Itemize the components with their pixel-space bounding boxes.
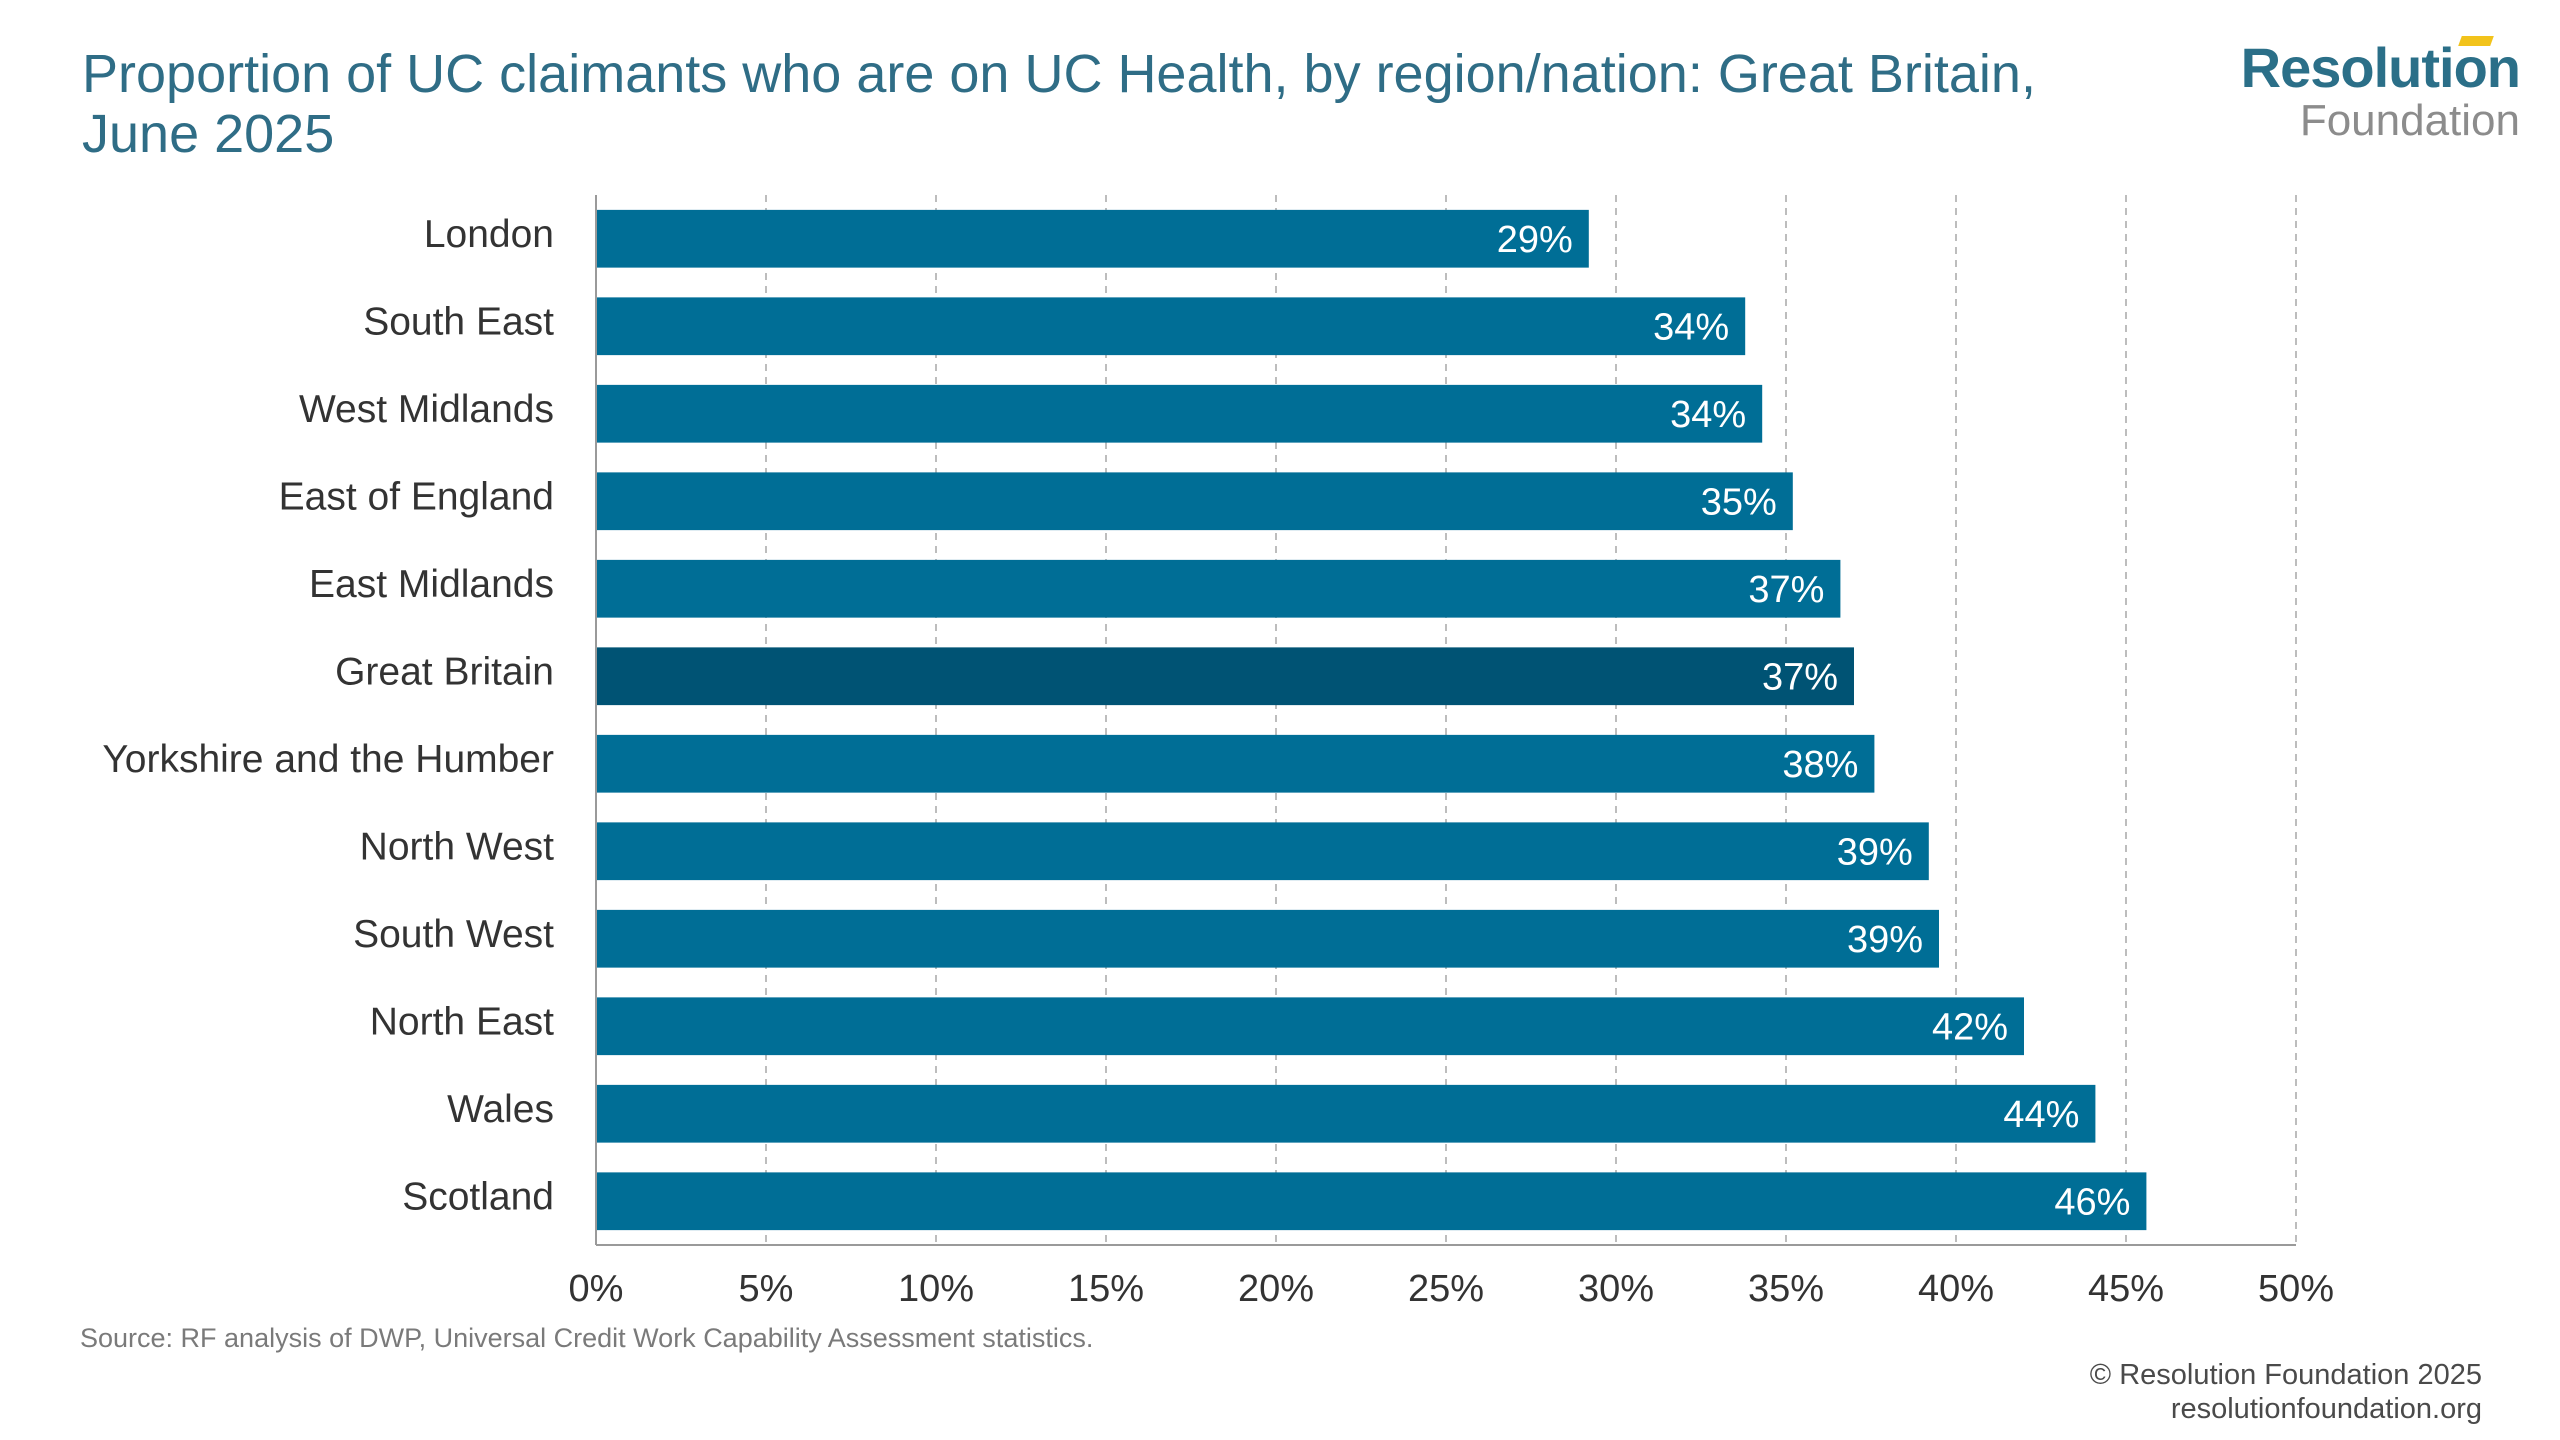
- category-label: East Midlands: [309, 563, 554, 606]
- bar: [596, 647, 1854, 706]
- bars: 29% 34% 34% 35% 37% 37% 38% 39% 39% 42% 44% 46%: [596, 209, 2147, 1231]
- category-label: Scotland: [402, 1175, 554, 1218]
- data-label: 34%: [1670, 394, 1746, 436]
- website-link[interactable]: resolutionfoundation.org: [2170, 1393, 2482, 1425]
- bar: [596, 822, 1929, 881]
- bar: [596, 559, 1841, 618]
- resolution-foundation-logo: Resolution Foundation: [2240, 36, 2521, 145]
- x-tick-label: 50%: [2258, 1268, 2334, 1310]
- x-tick-label: 30%: [1578, 1268, 1654, 1310]
- x-tick-labels: 0% 5% 10% 15% 20% 25% 30% 35% 40% 45% 50%: [569, 1268, 2334, 1310]
- bar: [596, 472, 1793, 531]
- data-label: 35%: [1701, 481, 1777, 523]
- data-label: 29%: [1497, 219, 1573, 261]
- category-label: South East: [363, 300, 554, 343]
- source-note: Source: RF analysis of DWP, Universal Cr…: [80, 1323, 1094, 1353]
- logo-wordmark-bottom: Foundation: [2299, 96, 2520, 145]
- category-label: Great Britain: [335, 650, 554, 693]
- x-tick-label: 25%: [1408, 1268, 1484, 1310]
- bar-chart: 29% 34% 34% 35% 37% 37% 38% 39% 39% 42% 44% 46% Lon…: [102, 195, 2334, 1310]
- category-label: North West: [360, 825, 554, 868]
- category-label: London: [424, 213, 554, 256]
- x-tick-label: 15%: [1068, 1268, 1144, 1310]
- x-tick-label: 0%: [569, 1268, 624, 1310]
- bar: [596, 1084, 2096, 1143]
- data-label: 44%: [2003, 1094, 2079, 1136]
- bar: [596, 1172, 2147, 1231]
- bar: [596, 997, 2024, 1056]
- data-label: 46%: [2054, 1181, 2130, 1223]
- bar: [596, 734, 1875, 793]
- data-label: 39%: [1847, 919, 1923, 961]
- copyright-block: © Resolution Foundation 2025 resolutionf…: [2090, 1358, 2482, 1426]
- x-tick-label: 35%: [1748, 1268, 1824, 1310]
- x-tick-label: 20%: [1238, 1268, 1314, 1310]
- grid-lines: [596, 195, 2297, 1246]
- category-label: South West: [353, 913, 554, 956]
- category-label: Wales: [447, 1088, 554, 1131]
- x-tick-label: 45%: [2088, 1268, 2164, 1310]
- chart-title: Proportion of UC claimants who are on UC…: [82, 44, 2036, 164]
- bar: [596, 909, 1939, 968]
- copyright-text: © Resolution Foundation 2025: [2089, 1359, 2482, 1391]
- data-label: 38%: [1782, 744, 1858, 786]
- x-tick-label: 40%: [1918, 1268, 1994, 1310]
- data-label: 34%: [1653, 306, 1729, 348]
- category-labels: London South East West Midlands East of Eng…: [102, 213, 554, 1219]
- logo-wordmark-top: Resolution: [2240, 36, 2521, 99]
- category-label: East of England: [279, 475, 554, 518]
- data-label: 37%: [1748, 569, 1824, 611]
- category-label: Yorkshire and the Humber: [102, 738, 554, 781]
- category-label: North East: [370, 1000, 554, 1043]
- data-label: 37%: [1762, 656, 1838, 698]
- x-tick-label: 5%: [739, 1268, 794, 1310]
- category-label: West Midlands: [299, 388, 554, 431]
- x-tick-label: 10%: [898, 1268, 974, 1310]
- bar: [596, 297, 1746, 356]
- data-label: 42%: [1932, 1006, 2008, 1048]
- bar: [596, 209, 1589, 268]
- bar: [596, 384, 1763, 443]
- data-label: 39%: [1837, 831, 1913, 873]
